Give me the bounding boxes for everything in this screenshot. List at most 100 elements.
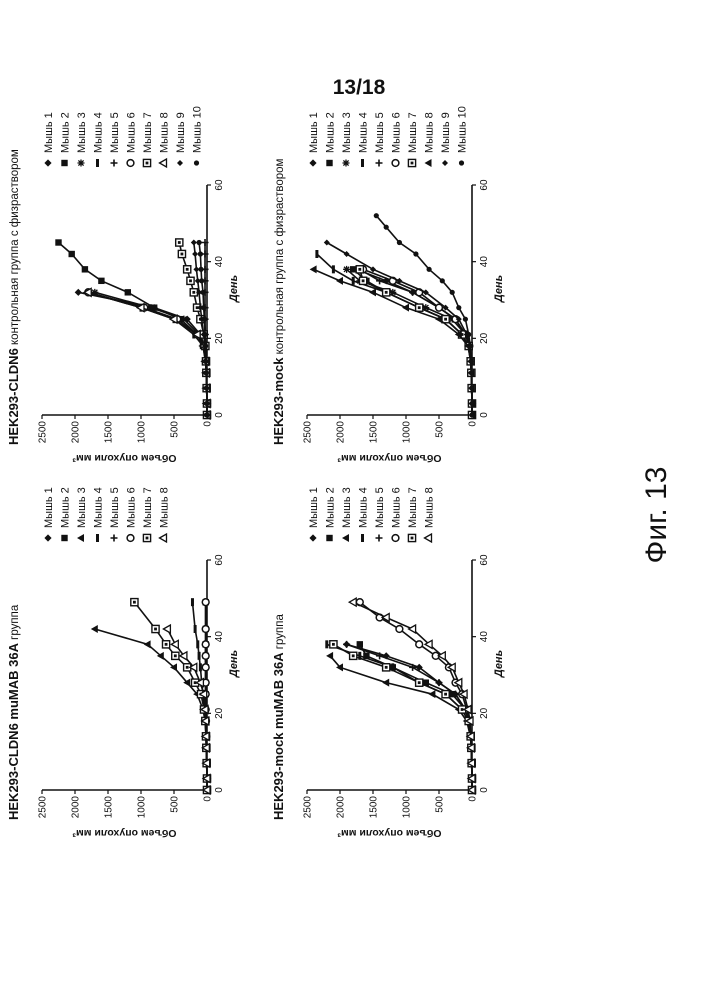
y-axis-label: Объем опухоли мм³ bbox=[72, 827, 177, 839]
legend-marker bbox=[61, 535, 67, 541]
chart-title: HEK293-mock контрольная группа с физраст… bbox=[271, 158, 286, 445]
legend-marker bbox=[459, 160, 464, 165]
data-point bbox=[202, 664, 209, 671]
chart-title: HEK293-mock muMAB 36A группа bbox=[271, 614, 286, 820]
legend-marker bbox=[127, 535, 134, 542]
data-point bbox=[357, 641, 363, 647]
data-point bbox=[202, 599, 209, 606]
y-tick-label: 0 bbox=[203, 421, 214, 427]
data-point bbox=[202, 332, 207, 337]
series-line bbox=[330, 656, 472, 790]
y-tick-label: 1000 bbox=[402, 796, 413, 819]
data-point-inner bbox=[362, 279, 365, 282]
x-tick-label: 60 bbox=[479, 554, 490, 566]
legend-marker bbox=[160, 534, 167, 542]
data-point-inner bbox=[186, 666, 189, 669]
data-point bbox=[374, 213, 379, 218]
x-tick-label: 20 bbox=[214, 332, 225, 344]
legend-marker bbox=[326, 535, 332, 541]
y-axis-label: Объем опухоли мм³ bbox=[72, 452, 177, 464]
data-point bbox=[202, 317, 207, 322]
data-point-inner bbox=[154, 628, 157, 631]
x-tick-label: 60 bbox=[214, 179, 225, 191]
series-4 bbox=[315, 250, 473, 419]
data-point bbox=[191, 598, 194, 606]
data-point bbox=[204, 401, 209, 406]
legend-label: Мышь 2 bbox=[60, 112, 72, 153]
legend-marker bbox=[96, 159, 99, 167]
legend: Мышь 1Мышь 2Мышь 3Мышь 4Мышь 5Мышь 6Мышь… bbox=[308, 106, 469, 167]
chart-title-normal: контрольная группа с физраствором bbox=[9, 149, 21, 348]
data-point-inner bbox=[352, 654, 355, 657]
data-point-inner bbox=[385, 666, 388, 669]
legend-marker bbox=[376, 160, 383, 167]
x-tick-label: 0 bbox=[214, 787, 225, 793]
data-point bbox=[468, 359, 473, 364]
data-point bbox=[125, 289, 131, 295]
data-point-inner bbox=[418, 681, 421, 684]
data-point bbox=[196, 640, 199, 648]
legend-marker bbox=[111, 535, 118, 542]
data-point bbox=[427, 267, 432, 272]
legend-marker bbox=[61, 160, 67, 166]
data-point bbox=[191, 240, 197, 246]
y-tick-label: 500 bbox=[435, 421, 446, 438]
y-tick-label: 500 bbox=[170, 421, 181, 438]
data-point-inner bbox=[186, 268, 189, 271]
x-tick-label: 20 bbox=[479, 332, 490, 344]
y-axis-label: Объем опухоли мм³ bbox=[337, 452, 442, 464]
data-point-inner bbox=[178, 241, 181, 244]
legend-marker bbox=[343, 160, 350, 167]
x-axis-label: День bbox=[228, 650, 240, 678]
data-point bbox=[416, 641, 423, 648]
data-point-inner bbox=[192, 291, 195, 294]
data-point-inner bbox=[181, 253, 184, 256]
data-point bbox=[352, 277, 355, 285]
data-point bbox=[350, 266, 356, 272]
data-point bbox=[349, 598, 356, 606]
x-tick-label: 60 bbox=[479, 179, 490, 191]
chart-title-bold: HEK293-mock bbox=[271, 357, 286, 445]
data-point bbox=[203, 343, 208, 348]
chart-title: HEK293-CLDN6 muMAB 36A группа bbox=[6, 604, 21, 820]
data-point bbox=[396, 626, 403, 633]
y-tick-label: 1500 bbox=[104, 421, 115, 444]
data-point-inner bbox=[332, 643, 335, 646]
legend-label: Мышь 1 bbox=[43, 112, 55, 153]
data-point bbox=[397, 240, 402, 245]
legend-label: Мышь 8 bbox=[159, 112, 171, 153]
data-point bbox=[196, 240, 201, 245]
chart-title-bold: HEK293-CLDN6 bbox=[6, 348, 21, 445]
legend-label: Мышь 4 bbox=[93, 112, 105, 153]
data-point bbox=[428, 690, 435, 698]
legend-marker bbox=[392, 535, 399, 542]
y-tick-label: 2500 bbox=[303, 421, 314, 444]
legend-label: Мышь 1 bbox=[308, 487, 320, 528]
legend-label: Мышь 7 bbox=[407, 487, 419, 528]
y-tick-label: 2500 bbox=[38, 421, 49, 444]
x-axis-label: День bbox=[493, 275, 505, 303]
legend-marker bbox=[111, 160, 118, 167]
legend-label: Мышь 3 bbox=[341, 487, 353, 528]
data-point bbox=[409, 625, 416, 633]
legend: Мышь 1Мышь 2Мышь 3Мышь 4Мышь 5Мышь 6Мышь… bbox=[43, 487, 171, 542]
legend-marker bbox=[160, 159, 167, 167]
chart-title-normal: группа bbox=[9, 604, 21, 643]
legend-label: Мышь 8 bbox=[424, 487, 436, 528]
y-axis-label: Объем опухоли мм³ bbox=[337, 827, 442, 839]
data-point-inner bbox=[385, 291, 388, 294]
x-tick-label: 20 bbox=[479, 707, 490, 719]
data-point bbox=[204, 386, 209, 391]
legend-marker bbox=[326, 160, 332, 166]
legend-label: Мышь 10 bbox=[192, 106, 204, 153]
data-point bbox=[413, 251, 418, 256]
data-point bbox=[199, 278, 204, 283]
x-tick-label: 0 bbox=[479, 787, 490, 793]
legend-marker bbox=[392, 160, 399, 167]
data-point bbox=[402, 304, 409, 312]
data-point bbox=[171, 640, 178, 648]
y-tick-label: 1000 bbox=[137, 796, 148, 819]
legend-label: Мышь 9 bbox=[175, 112, 187, 153]
data-point bbox=[469, 412, 474, 417]
